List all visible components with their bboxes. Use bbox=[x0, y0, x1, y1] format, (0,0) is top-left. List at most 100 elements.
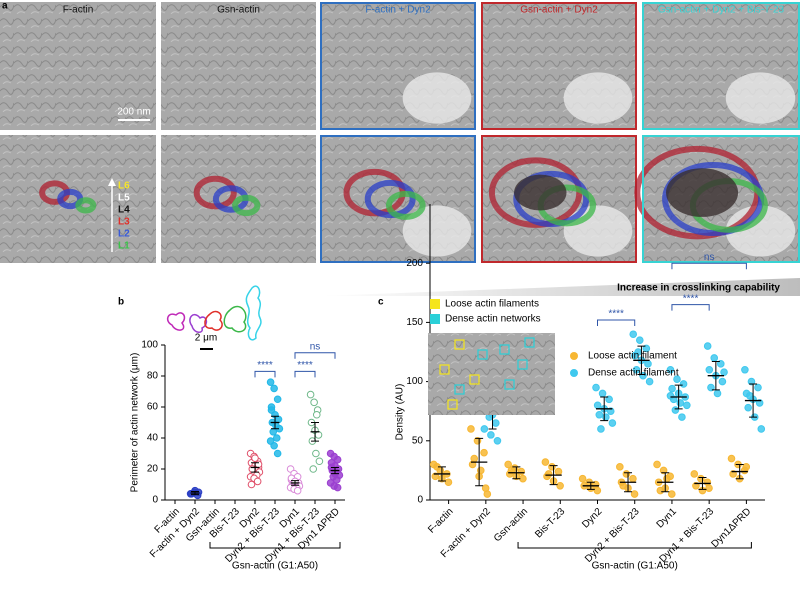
data-point bbox=[312, 410, 321, 419]
data-point bbox=[273, 449, 282, 458]
data-point bbox=[690, 470, 699, 478]
data-point bbox=[312, 449, 320, 458]
inset-box bbox=[477, 349, 488, 360]
dense-core bbox=[514, 174, 567, 211]
data-point bbox=[480, 425, 489, 433]
micrograph bbox=[0, 2, 156, 130]
legend-marker bbox=[570, 369, 578, 377]
error-bar bbox=[624, 472, 633, 493]
data-point bbox=[757, 425, 766, 433]
group-bracket bbox=[209, 542, 341, 549]
y-axis-label: Perimeter of actin network (μm) bbox=[130, 353, 141, 493]
inset-box bbox=[439, 364, 450, 375]
error-bar bbox=[475, 437, 484, 487]
outline-icon bbox=[223, 305, 247, 333]
data-point bbox=[314, 431, 323, 439]
level-arrow-head bbox=[108, 178, 116, 186]
data-point bbox=[492, 419, 500, 427]
data-point bbox=[293, 486, 302, 495]
data-point bbox=[605, 395, 613, 404]
inset-box bbox=[454, 384, 465, 395]
data-point bbox=[470, 454, 479, 463]
data-point bbox=[616, 463, 624, 471]
data-point bbox=[487, 431, 495, 439]
level-label: L1 bbox=[118, 241, 130, 252]
data-point bbox=[729, 470, 737, 478]
data-point bbox=[727, 454, 736, 463]
density-overlay bbox=[193, 175, 237, 210]
data-point bbox=[306, 390, 315, 399]
error-bar bbox=[711, 360, 720, 391]
y-tick-label: 20 bbox=[147, 464, 159, 475]
significance-bracket bbox=[671, 262, 747, 270]
data-point bbox=[710, 354, 719, 362]
data-point bbox=[683, 401, 691, 410]
light-region bbox=[563, 205, 633, 257]
light-region bbox=[402, 72, 472, 124]
data-point bbox=[544, 470, 553, 478]
data-point bbox=[747, 377, 756, 386]
legend-label: Loose actin filament bbox=[588, 351, 677, 362]
error-bar bbox=[291, 480, 299, 486]
data-point bbox=[602, 413, 610, 421]
data-point bbox=[548, 463, 556, 471]
data-point bbox=[705, 484, 713, 492]
data-point bbox=[635, 336, 644, 344]
data-point bbox=[632, 365, 641, 374]
data-point bbox=[716, 360, 725, 368]
data-point bbox=[668, 384, 676, 393]
error-bar bbox=[749, 383, 758, 418]
data-point bbox=[746, 392, 754, 400]
data-point bbox=[718, 377, 727, 386]
data-point bbox=[254, 460, 263, 469]
significance-bracket bbox=[294, 352, 336, 359]
error-bar bbox=[437, 466, 446, 482]
data-point bbox=[310, 398, 318, 407]
data-point bbox=[467, 425, 475, 433]
dense-core bbox=[666, 168, 739, 217]
y-tick-label: 80 bbox=[147, 371, 159, 382]
x-tick-label: Dyn1 bbox=[655, 506, 680, 531]
data-point bbox=[541, 458, 550, 466]
image-border bbox=[642, 135, 800, 263]
scale-bar-label: 2 μm bbox=[195, 333, 217, 344]
data-point bbox=[653, 460, 661, 469]
data-point bbox=[556, 481, 564, 490]
light-region bbox=[402, 205, 472, 257]
data-point bbox=[666, 392, 675, 400]
data-point bbox=[720, 368, 728, 376]
data-point bbox=[741, 365, 749, 374]
data-point bbox=[671, 406, 680, 414]
data-point bbox=[659, 466, 668, 475]
data-point bbox=[593, 401, 602, 410]
density-overlay bbox=[385, 190, 426, 220]
data-point bbox=[274, 415, 283, 424]
error-bar bbox=[512, 466, 521, 480]
panel-label: a bbox=[2, 1, 8, 12]
data-point bbox=[663, 474, 671, 483]
data-point bbox=[554, 467, 563, 476]
significance-label: **** bbox=[683, 293, 699, 304]
significance-bracket bbox=[597, 319, 636, 327]
outline-icon bbox=[204, 310, 223, 331]
banner-text: Increase in crosslinking capability bbox=[617, 283, 780, 294]
y-tick-label: 50 bbox=[412, 435, 424, 446]
significance-label: ns bbox=[310, 341, 321, 352]
data-point bbox=[272, 434, 281, 442]
data-point bbox=[666, 365, 675, 374]
legend-swatch bbox=[430, 314, 440, 324]
data-point bbox=[270, 441, 278, 450]
data-point bbox=[493, 437, 502, 445]
legend-label: Dense actin filament bbox=[588, 368, 679, 379]
light-region bbox=[563, 72, 633, 124]
significance-bracket bbox=[294, 370, 316, 378]
image-border bbox=[320, 135, 476, 263]
inset-box bbox=[454, 339, 465, 350]
error-bar bbox=[586, 481, 595, 490]
data-point bbox=[679, 380, 688, 388]
y-tick-label: 100 bbox=[406, 376, 423, 387]
error-bar bbox=[549, 465, 558, 486]
density-overlay bbox=[364, 179, 416, 219]
data-point bbox=[713, 389, 722, 398]
